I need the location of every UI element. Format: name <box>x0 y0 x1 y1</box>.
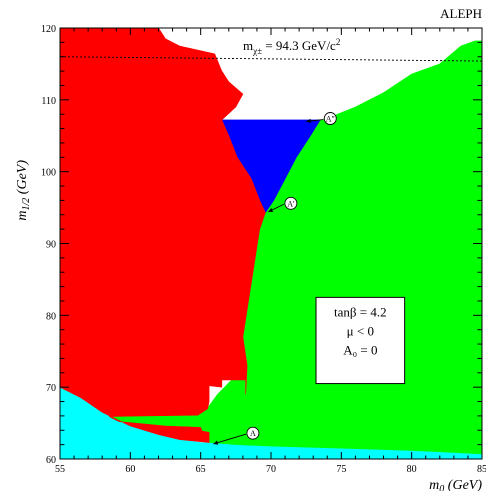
y-axis-label: m1/2 (GeV) <box>15 160 32 221</box>
y-tick-label: 70 <box>46 383 56 394</box>
y-tick-label: 110 <box>41 96 56 107</box>
point-marker <box>246 426 260 440</box>
point-label: A' <box>287 199 295 208</box>
y-tick-label: 80 <box>46 311 56 322</box>
point-arrow <box>213 433 247 445</box>
x-tick-label: 85 <box>477 464 486 475</box>
point-marker <box>284 196 298 210</box>
point-arrowhead <box>213 440 219 445</box>
chargino-mass-limit-label: mχ± = 94.3 GeV/c2 <box>243 37 340 56</box>
region-3 <box>60 28 266 443</box>
parameter-line: A₀ = 0 <box>343 342 377 357</box>
parameter-line: tanβ = 4.2 <box>334 304 387 319</box>
point-arrowhead <box>306 118 311 124</box>
point-label: A" <box>326 115 335 124</box>
y-tick-label: 60 <box>46 455 56 466</box>
x-axis-label: m0 (GeV) <box>429 478 482 491</box>
chart-title: ALEPH <box>440 6 482 21</box>
point-label: A <box>250 429 256 438</box>
x-tick-label: 80 <box>407 464 417 475</box>
x-tick-label: 60 <box>125 464 135 475</box>
parameter-line: μ < 0 <box>347 323 374 338</box>
parameter-box <box>315 296 406 385</box>
regions-layer <box>60 28 482 459</box>
y-tick-label: 120 <box>41 24 56 35</box>
x-tick-label: 70 <box>266 464 276 475</box>
x-tick-label: 65 <box>196 464 206 475</box>
point-marker <box>323 112 337 125</box>
point-arrowhead <box>268 207 274 212</box>
x-tick-label: 55 <box>55 464 65 475</box>
y-tick-label: 90 <box>46 240 56 251</box>
y-tick-label: 100 <box>41 168 56 179</box>
x-tick-label: 75 <box>336 464 346 475</box>
annotations-layer: mχ± = 94.3 GeV/c2 tanβ = 4.2 μ < 0 A₀ = 0 A A… <box>213 37 406 445</box>
